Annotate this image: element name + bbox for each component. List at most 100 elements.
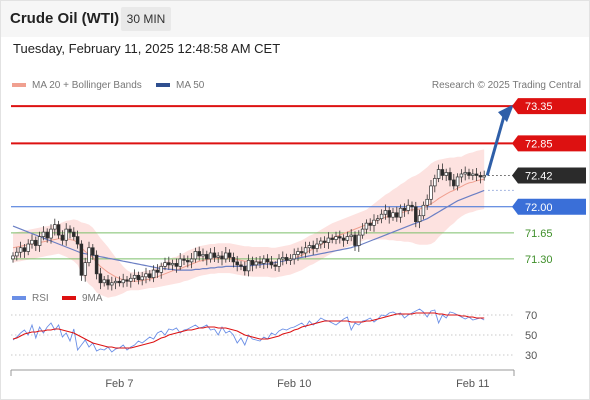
candle-body: [37, 236, 42, 246]
candle-body: [227, 252, 232, 258]
candle-body: [186, 260, 190, 263]
ma9-swatch: [62, 296, 76, 301]
candle-body: [94, 254, 99, 275]
candle-body: [136, 274, 141, 281]
candle-body: [56, 224, 61, 236]
candle-body: [98, 273, 103, 284]
candle-body: [22, 247, 27, 252]
rsi-tick-label: 50: [525, 330, 537, 342]
support-label: 71.65: [525, 228, 553, 240]
candle-body: [303, 247, 308, 254]
rsi-label: RSI: [32, 293, 49, 304]
candle-body: [421, 204, 426, 217]
candle-body: [250, 260, 255, 266]
candle-body: [398, 207, 403, 218]
candle-body: [383, 210, 388, 215]
candle-body: [41, 231, 46, 237]
rsi-tick-label: 30: [525, 350, 537, 362]
candle-body: [121, 279, 125, 284]
candle-body: [235, 261, 239, 266]
candle-body: [281, 257, 285, 260]
candle-body: [376, 218, 380, 221]
pivot-tag: [512, 198, 586, 215]
candle-body: [379, 213, 384, 220]
candle-body: [224, 252, 228, 260]
candle-body: [444, 172, 448, 176]
candle-body: [349, 234, 353, 237]
candle-body: [269, 261, 274, 266]
candle-body: [79, 243, 84, 276]
candle-body: [189, 258, 194, 263]
candle-body: [102, 279, 106, 284]
legend-rsi: RSI: [12, 293, 49, 304]
candle-body: [262, 258, 266, 264]
candle-body: [364, 222, 369, 230]
ma9-label: 9MA: [82, 293, 103, 304]
candle-body: [425, 198, 429, 206]
candle-body: [391, 212, 395, 218]
candle-body: [216, 255, 220, 258]
candle-body: [18, 247, 23, 253]
resistance-tag: [512, 98, 586, 115]
candle-body: [353, 234, 357, 246]
candle-body: [300, 251, 304, 254]
projection-arrow-shaft: [485, 115, 506, 176]
candle-body: [132, 274, 137, 279]
candle-body: [345, 236, 350, 241]
candle-body: [159, 266, 163, 273]
candle-body: [315, 243, 319, 249]
candle-body: [429, 185, 433, 200]
candle-body: [91, 247, 95, 256]
candle-body: [246, 260, 251, 272]
candle-body: [148, 273, 152, 278]
candle-body: [208, 252, 213, 260]
candle-body: [406, 204, 410, 211]
legend-ma50: MA 50: [156, 80, 204, 91]
candle-body: [140, 276, 144, 281]
candle-body: [117, 280, 122, 284]
candle-body: [205, 254, 209, 260]
candle-body: [113, 280, 118, 284]
candle-body: [273, 264, 277, 267]
candle-body: [463, 172, 467, 175]
candle-body: [163, 262, 167, 267]
timeframe-button[interactable]: 30 MIN: [121, 7, 171, 31]
candle-body: [15, 251, 19, 257]
last-tag-label: 72.42: [525, 170, 553, 182]
candle-body: [167, 262, 171, 266]
candle-body: [341, 237, 346, 241]
ma50-label: MA 50: [176, 80, 205, 91]
candle-body: [296, 251, 300, 255]
candle-body: [106, 279, 110, 286]
x-tick-label: Feb 10: [277, 378, 311, 390]
candle-body: [83, 262, 87, 276]
candle-body: [414, 206, 418, 223]
resistance-tag-label: 72.85: [525, 138, 553, 150]
candle-body: [258, 261, 262, 264]
projection-arrow-head: [498, 104, 514, 123]
pivot-tag-label: 72.00: [525, 202, 553, 214]
candle-body: [402, 207, 407, 211]
candle-body: [307, 245, 312, 249]
candle-body: [433, 178, 437, 187]
candle-body: [334, 236, 338, 240]
candle-body: [372, 219, 376, 226]
candle-body: [478, 175, 483, 178]
header-bar: [1, 1, 589, 37]
candle-body: [288, 258, 293, 261]
candle-body: [448, 172, 452, 181]
candle-body: [220, 255, 224, 260]
candle-body: [72, 231, 76, 237]
candle-body: [11, 255, 15, 260]
candle-body: [170, 263, 175, 266]
candle-body: [30, 239, 34, 245]
candle-body: [452, 179, 456, 187]
candle-body: [311, 245, 315, 249]
candle-body: [277, 258, 281, 267]
candle-body: [474, 173, 479, 176]
candle-body: [45, 231, 49, 239]
candle-body: [338, 236, 342, 239]
rsi-tick-label: 70: [525, 310, 537, 322]
candle-body: [64, 228, 68, 241]
